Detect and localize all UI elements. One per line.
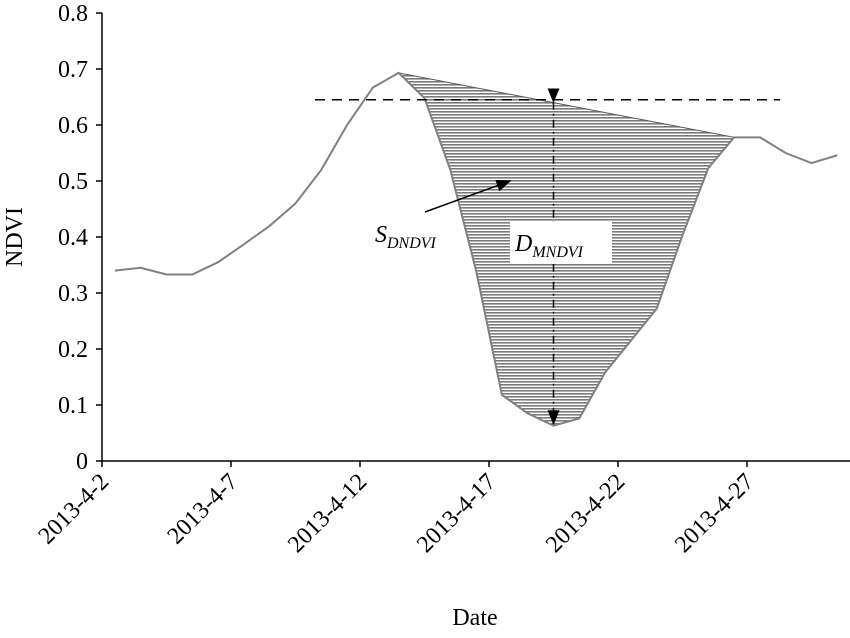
y-tick-label: 0.5: [58, 169, 88, 195]
y-tick-label: 0.3: [58, 281, 88, 307]
annotation-box: [510, 222, 612, 264]
x-tick-label: 2013-4-12: [283, 469, 372, 558]
annotation-s-text: S: [375, 222, 387, 248]
annotation-d-text: D: [514, 231, 532, 257]
x-tick-label: 2013-4-27: [670, 469, 759, 558]
annotation-d-sub: MNDVI: [531, 244, 583, 261]
y-tick-label: 0.4: [58, 225, 88, 251]
y-tick-label: 0: [76, 449, 88, 475]
y-tick-label: 0.1: [58, 393, 88, 419]
x-tick-label: 2013-4-7: [163, 469, 244, 550]
x-tick-label: 2013-4-2: [34, 469, 115, 550]
annotation-arrow: [424, 179, 512, 213]
x-axis-label: Date: [452, 605, 497, 631]
y-tick-label: 0.8: [58, 1, 88, 27]
y-axis-label: NDVI: [2, 207, 28, 267]
ndvi-line: [114, 71, 838, 427]
annotation-s: SDNDVI: [375, 222, 437, 252]
y-tick-label: 0.7: [58, 57, 88, 83]
y-tick-label: 0.2: [58, 337, 88, 363]
x-tick-label: 2013-4-22: [541, 469, 630, 558]
annotation-d: DMNDVI: [514, 231, 584, 261]
x-tick-label: 2013-4-17: [412, 469, 501, 558]
y-tick-label: 0.6: [58, 113, 88, 139]
annotation-s-sub: DNDVI: [386, 235, 437, 252]
